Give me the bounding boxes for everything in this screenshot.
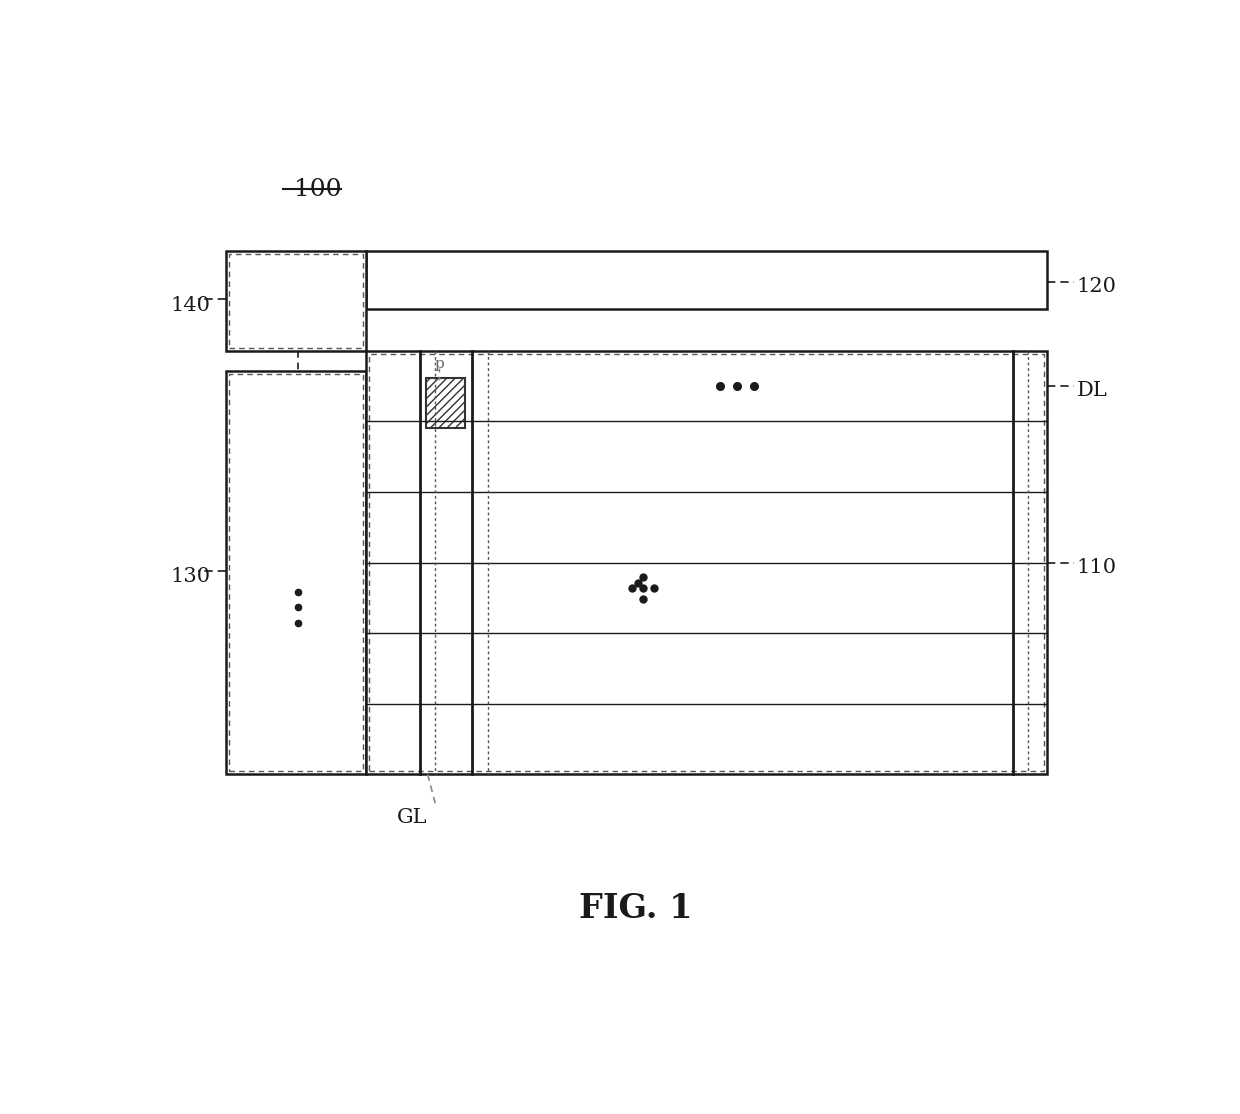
Text: p: p	[434, 356, 444, 371]
Bar	[366, 351, 1048, 774]
Text: 120: 120	[1076, 276, 1117, 295]
Bar	[427, 378, 465, 428]
Text: GL: GL	[397, 808, 428, 827]
Text: 110: 110	[1076, 558, 1117, 577]
Bar	[229, 254, 363, 348]
Bar	[226, 251, 366, 351]
Text: 100: 100	[294, 178, 341, 202]
Text: DL: DL	[1076, 381, 1107, 400]
Bar	[229, 374, 363, 771]
Bar	[226, 371, 366, 774]
Text: 140: 140	[170, 296, 211, 315]
Bar	[366, 251, 1048, 310]
Bar	[370, 354, 1044, 771]
Text: FIG. 1: FIG. 1	[579, 892, 692, 925]
Text: 130: 130	[170, 567, 211, 586]
